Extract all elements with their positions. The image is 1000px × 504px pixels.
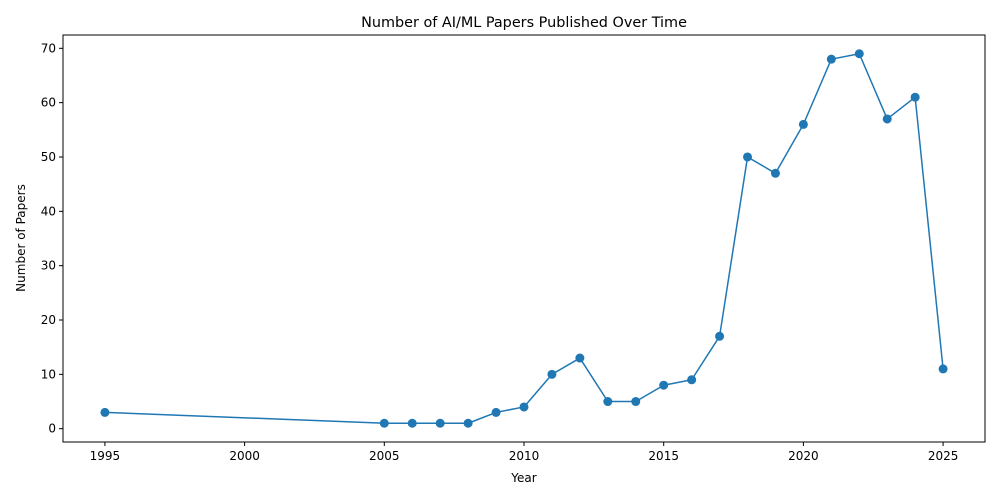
- y-tick-label: 50: [41, 150, 56, 164]
- data-point: [379, 418, 389, 428]
- data-point: [463, 418, 473, 428]
- x-tick-label: 2005: [369, 449, 400, 463]
- x-tick-label: 2010: [509, 449, 540, 463]
- y-axis: 0 10 20 30 40 50 60 70: [41, 41, 63, 436]
- x-tick-label: 2025: [928, 449, 959, 463]
- plot-area: [100, 49, 948, 428]
- data-point: [575, 353, 585, 363]
- data-point: [743, 152, 753, 162]
- data-point: [407, 418, 417, 428]
- y-tick-label: 40: [41, 204, 56, 218]
- y-tick-label: 10: [41, 367, 56, 381]
- data-point: [659, 380, 669, 390]
- data-point: [519, 402, 529, 412]
- data-point: [100, 407, 110, 417]
- data-point: [798, 119, 808, 129]
- data-point: [882, 114, 892, 124]
- x-tick-label: 2000: [229, 449, 260, 463]
- x-tick-label: 2015: [648, 449, 679, 463]
- data-point: [910, 92, 920, 102]
- x-axis-label: Year: [510, 471, 536, 485]
- y-tick-label: 70: [41, 41, 56, 55]
- data-point: [603, 397, 613, 407]
- data-point: [826, 54, 836, 64]
- y-tick-label: 30: [41, 259, 56, 273]
- data-point: [715, 331, 725, 341]
- x-tick-label: 2020: [788, 449, 819, 463]
- y-tick-label: 20: [41, 313, 56, 327]
- data-point: [770, 168, 780, 178]
- y-axis-label: Number of Papers: [14, 184, 28, 292]
- data-point: [491, 407, 501, 417]
- chart-title: Number of AI/ML Papers Published Over Ti…: [361, 15, 687, 31]
- data-point: [435, 418, 445, 428]
- series-line: [104, 53, 944, 424]
- data-point: [687, 375, 697, 385]
- data-point: [938, 364, 948, 374]
- x-axis: 1995 2000 2005 2010 2015 2020 2025: [90, 442, 959, 463]
- data-point: [854, 49, 864, 59]
- plot-frame: [62, 34, 986, 443]
- data-point: [547, 369, 557, 379]
- x-tick-label: 1995: [90, 449, 121, 463]
- y-tick-label: 0: [48, 422, 56, 436]
- data-point: [631, 397, 641, 407]
- y-tick-label: 60: [41, 96, 56, 110]
